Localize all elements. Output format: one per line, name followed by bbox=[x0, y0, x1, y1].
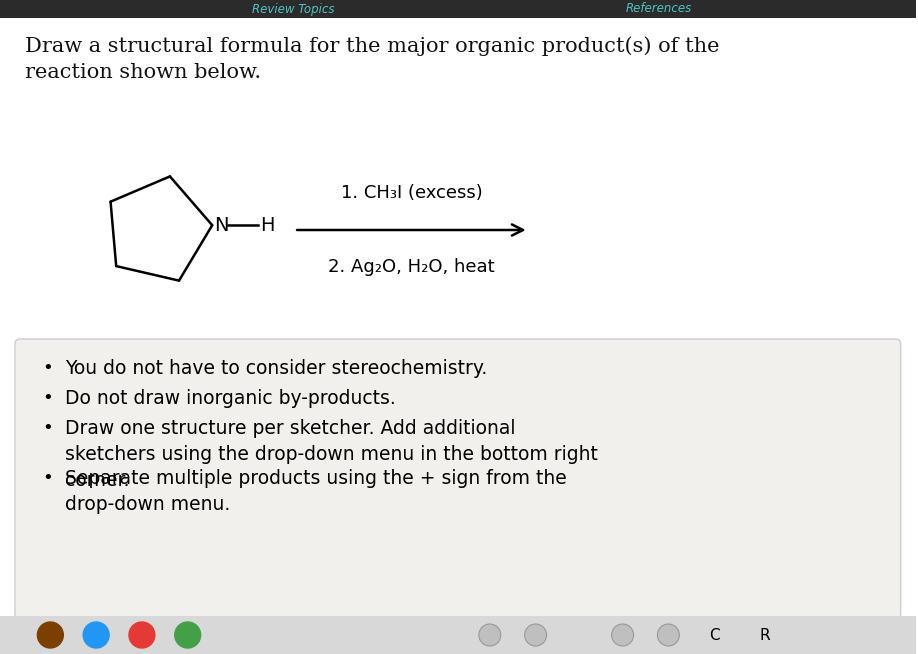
Circle shape bbox=[611, 624, 633, 646]
Text: You do not have to consider stereochemistry.: You do not have to consider stereochemis… bbox=[65, 359, 487, 378]
Text: Separate multiple products using the + sign from the
drop-down menu.: Separate multiple products using the + s… bbox=[65, 469, 566, 514]
Text: Draw a structural formula for the major organic product(s) of the
reaction shown: Draw a structural formula for the major … bbox=[25, 36, 720, 82]
Text: •: • bbox=[42, 469, 53, 487]
Circle shape bbox=[174, 622, 201, 648]
Text: Do not draw inorganic by-products.: Do not draw inorganic by-products. bbox=[65, 389, 396, 408]
Circle shape bbox=[479, 624, 501, 646]
Text: N: N bbox=[214, 216, 229, 235]
Text: •: • bbox=[42, 389, 53, 407]
Text: C: C bbox=[709, 627, 720, 642]
Circle shape bbox=[129, 622, 155, 648]
Text: R: R bbox=[759, 627, 770, 642]
Circle shape bbox=[38, 622, 63, 648]
Text: H: H bbox=[260, 216, 274, 235]
Text: •: • bbox=[42, 359, 53, 377]
Bar bbox=[0, 0, 915, 18]
Bar bbox=[0, 616, 915, 654]
FancyBboxPatch shape bbox=[15, 339, 901, 619]
Text: References: References bbox=[626, 3, 692, 16]
Circle shape bbox=[657, 624, 679, 646]
Circle shape bbox=[84, 622, 109, 648]
Circle shape bbox=[525, 624, 546, 646]
Text: Review Topics: Review Topics bbox=[252, 3, 334, 16]
Text: •: • bbox=[42, 419, 53, 437]
Text: Draw one structure per sketcher. Add additional
sketchers using the drop-down me: Draw one structure per sketcher. Add add… bbox=[65, 419, 598, 489]
Text: 1. CH₃I (excess): 1. CH₃I (excess) bbox=[341, 184, 482, 202]
Text: 2. Ag₂O, H₂O, heat: 2. Ag₂O, H₂O, heat bbox=[328, 258, 495, 276]
